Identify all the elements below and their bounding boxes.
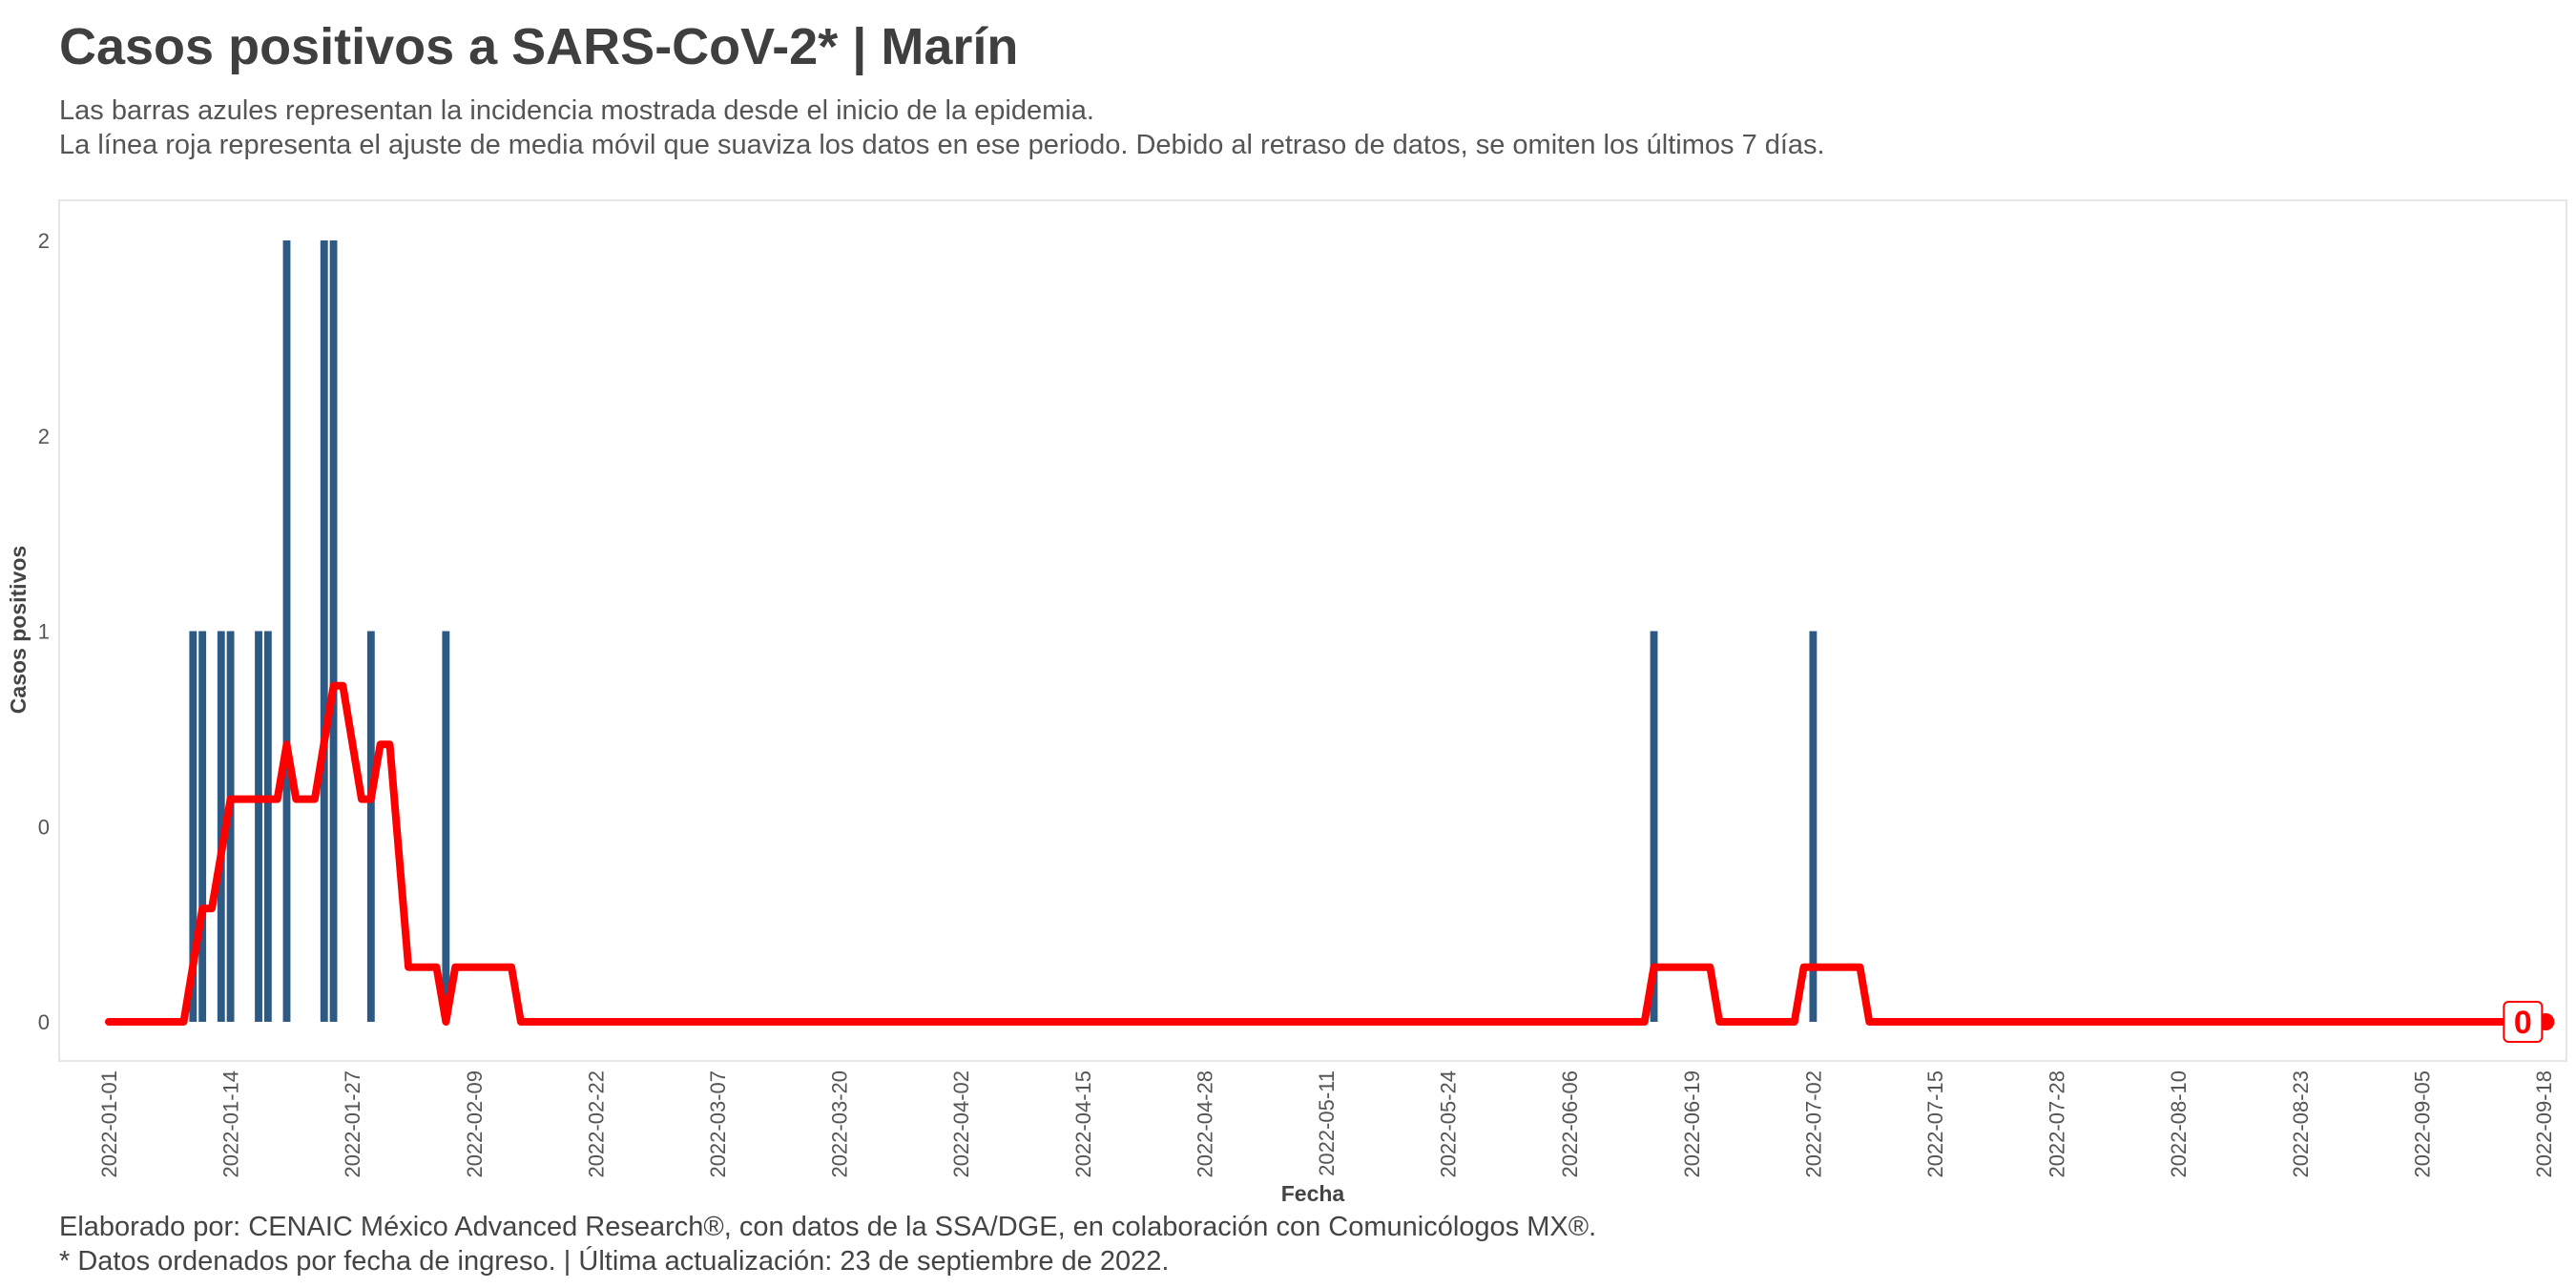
x-tick-label: 2022-09-18 xyxy=(2532,1070,2556,1178)
y-axis: 0 0 1 2 2 xyxy=(38,229,50,1034)
end-label-box xyxy=(2503,1001,2544,1043)
bar xyxy=(1650,631,1658,1022)
bar xyxy=(366,631,375,1022)
bar xyxy=(329,240,338,1022)
x-tick-label: 2022-01-14 xyxy=(219,1070,243,1178)
x-tick-label: 2022-02-22 xyxy=(584,1070,608,1178)
x-axis: 2022-01-01 2022-01-14 2022-01-27 2022-02-09… xyxy=(97,1070,2556,1178)
y-tick-label: 0 xyxy=(38,815,50,839)
y-axis-title: Casos positivos xyxy=(6,546,31,714)
subtitle-line-1: Las barras azules representan la inciden… xyxy=(59,95,1094,126)
x-tick-label: 2022-04-15 xyxy=(1071,1070,1095,1178)
x-tick-label: 2022-07-15 xyxy=(1923,1070,1947,1178)
bar xyxy=(198,631,207,1022)
x-tick-label: 2022-07-28 xyxy=(2046,1070,2069,1178)
plot-panel xyxy=(58,199,2567,1062)
x-tick-label: 2022-06-06 xyxy=(1558,1070,1582,1178)
bar xyxy=(189,631,197,1022)
x-tick-label: 2022-09-05 xyxy=(2410,1070,2434,1178)
bar-series xyxy=(189,240,1818,1022)
x-tick-label: 2022-05-24 xyxy=(1437,1070,1461,1178)
x-tick-label: 2022-01-27 xyxy=(341,1070,364,1178)
x-tick-label: 2022-06-19 xyxy=(1680,1070,1704,1178)
x-tick-label: 2022-03-20 xyxy=(828,1070,852,1178)
x-tick-label: 2022-08-10 xyxy=(2167,1070,2191,1178)
chart-title: Casos positivos a SARS-CoV-2* | Marín xyxy=(59,18,1019,75)
bar xyxy=(442,631,450,1022)
x-tick-label: 2022-03-07 xyxy=(706,1070,730,1178)
caption-line-2: * Datos ordenados por fecha de ingreso. … xyxy=(59,1246,1170,1277)
x-axis-title: Fecha xyxy=(1281,1181,1345,1206)
subtitle-line-2: La línea roja representa el ajuste de me… xyxy=(59,130,1825,160)
end-marker: 0 xyxy=(2503,1001,2555,1043)
bar xyxy=(1809,631,1818,1022)
y-tick-label: 1 xyxy=(38,620,50,644)
end-label: 0 xyxy=(2514,1005,2532,1041)
bar xyxy=(226,631,235,1022)
y-tick-label: 0 xyxy=(38,1010,50,1034)
chart-subtitle: Las barras azules representan la inciden… xyxy=(59,93,1825,162)
x-tick-label: 2022-02-09 xyxy=(463,1070,487,1178)
x-tick-label: 2022-04-28 xyxy=(1193,1070,1216,1178)
bar xyxy=(282,240,291,1022)
moving-average-line xyxy=(105,681,2529,1026)
x-tick-label: 2022-01-01 xyxy=(97,1070,121,1178)
y-tick-label: 2 xyxy=(38,229,50,253)
bar xyxy=(320,240,328,1022)
x-tick-label: 2022-08-23 xyxy=(2289,1070,2313,1178)
line-series xyxy=(105,681,2529,1026)
x-tick-label: 2022-07-02 xyxy=(1801,1070,1825,1178)
bar xyxy=(263,631,272,1022)
caption-line-1: Elaborado por: CENAIC México Advanced Re… xyxy=(59,1212,1597,1242)
x-tick-label: 2022-04-02 xyxy=(949,1070,973,1178)
y-tick-label: 2 xyxy=(38,425,50,448)
x-tick-label: 2022-05-11 xyxy=(1315,1070,1339,1176)
bar xyxy=(217,631,225,1022)
chart-caption: Elaborado por: CENAIC México Advanced Re… xyxy=(59,1210,1596,1278)
bar xyxy=(255,631,262,1022)
